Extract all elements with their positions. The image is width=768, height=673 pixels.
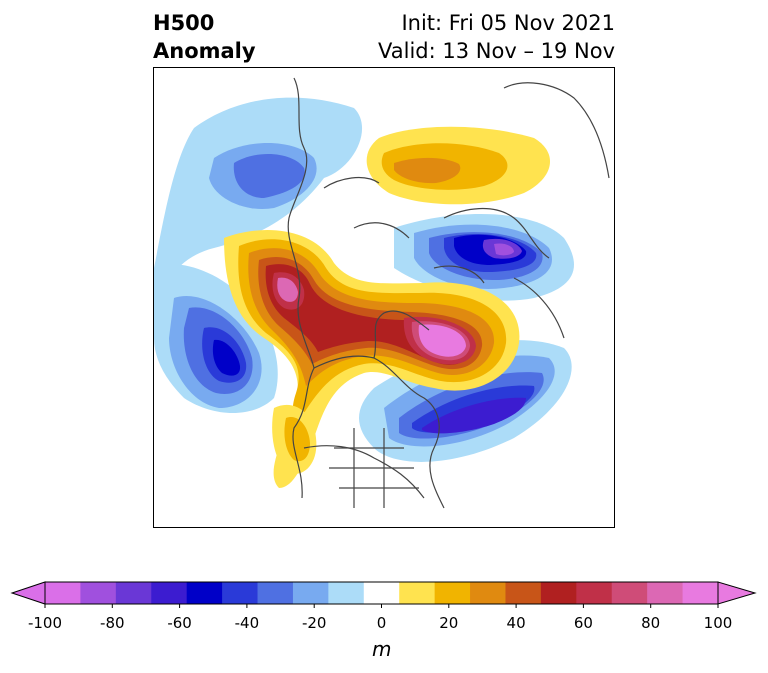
colorbar-cell: [328, 582, 365, 604]
title-right: Init: Fri 05 Nov 2021 Valid: 13 Nov – 19…: [378, 9, 615, 65]
colorbar-cell: [115, 582, 152, 604]
colorbar-cell: [363, 582, 400, 604]
colorbar-cell: [576, 582, 613, 604]
colorbar-tick-label: 80: [641, 614, 661, 632]
colorbar-extend-low: [10, 581, 46, 605]
colorbar-cell: [434, 582, 471, 604]
colorbar-cell: [540, 582, 577, 604]
colorbar-cell: [151, 582, 188, 604]
colorbar-cell: [647, 582, 684, 604]
title-anomaly: Anomaly: [153, 39, 256, 63]
colorbar-tick-label: -20: [301, 614, 327, 632]
colorbar-cell: [222, 582, 259, 604]
colorbar-cells: [10, 581, 757, 608]
colorbar-tick-label: 100: [703, 614, 733, 632]
colorbar-cell: [611, 582, 648, 604]
colorbar-cell: [186, 582, 223, 604]
colorbar-tick-label: -80: [100, 614, 125, 632]
colorbar-cell: [80, 582, 117, 604]
colorbar-cell: [399, 582, 436, 604]
colorbar-cell: [470, 582, 506, 604]
colorbar-tick-label: 60: [573, 614, 593, 632]
colorbar-cell: [292, 582, 329, 604]
title-variable: H500: [153, 11, 215, 35]
positive-anomaly-regions: [224, 126, 551, 488]
colorbar-tick-label: -60: [167, 614, 192, 632]
colorbar-unit: m: [372, 637, 392, 661]
title-left: H500 Anomaly: [153, 9, 256, 65]
init-date: Init: Fri 05 Nov 2021: [401, 11, 615, 35]
colorbar-tick-label: 20: [439, 614, 459, 632]
anomaly-map: [153, 67, 615, 528]
colorbar-tick-label: -40: [234, 614, 260, 632]
colorbar-cell: [45, 582, 81, 604]
valid-range: Valid: 13 Nov – 19 Nov: [378, 39, 615, 63]
map-svg: [154, 68, 614, 527]
colorbar: [10, 581, 757, 608]
coastlines: [287, 77, 610, 509]
negative-anomaly-regions: [154, 97, 574, 462]
colorbar-cell: [505, 582, 542, 604]
colorbar-extend-high: [717, 581, 757, 605]
colorbar-tick-label: -100: [27, 614, 63, 632]
colorbar-cell: [682, 582, 719, 604]
colorbar-tick-label: 0: [376, 614, 387, 632]
colorbar-tick-label: 40: [506, 614, 526, 632]
colorbar-cell: [257, 582, 294, 604]
